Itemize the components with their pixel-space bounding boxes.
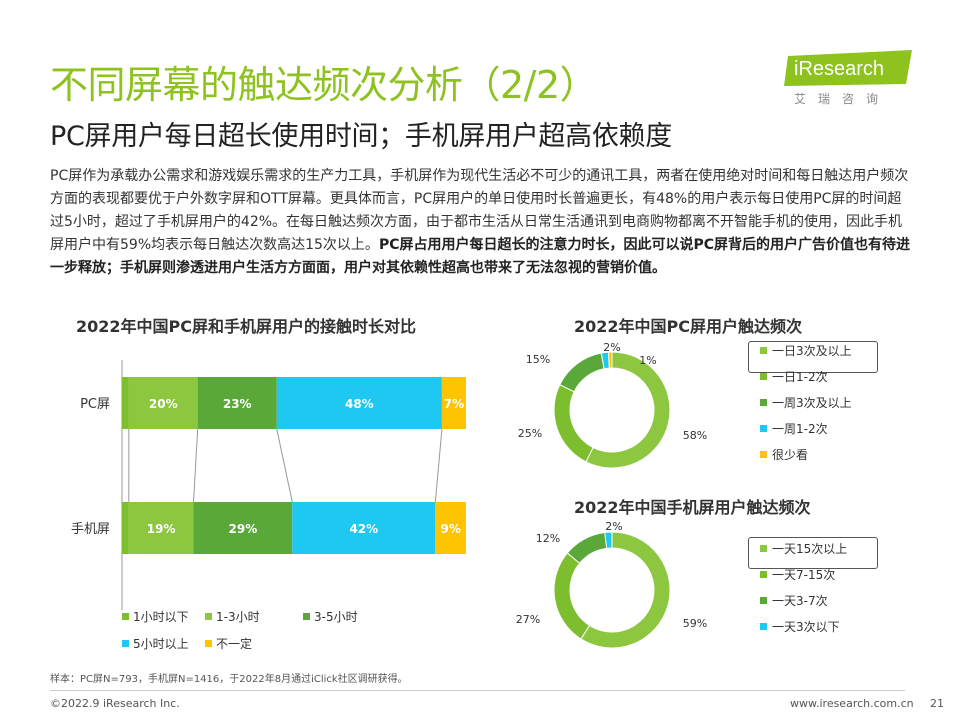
bar-connector-line <box>276 428 293 503</box>
donut-legend-label: 一天3次以下 <box>772 620 840 634</box>
bar-legend-label: 不一定 <box>216 636 252 651</box>
donut-data-label: 1% <box>639 354 656 367</box>
pc-donut-title: 2022年中国PC屏用户触达频次 <box>574 317 803 336</box>
page-subtitle: PC屏用户每日超长使用时间；手机屏用户超高依赖度 <box>50 121 672 152</box>
donut-slice <box>607 351 613 369</box>
bar-connector-line <box>193 428 199 503</box>
bar-legend-swatch <box>122 613 129 620</box>
bar-data-label: 42% <box>349 522 378 536</box>
mobile-legend-highlight <box>748 537 878 569</box>
donut-legend-swatch <box>760 373 767 380</box>
bar-data-label: 9% <box>440 522 460 536</box>
donut-legend-label: 一天15次以上 <box>772 542 847 556</box>
mobile-donut-chart: 59% 27% 12% 2% <box>516 520 707 649</box>
bar-data-label: 29% <box>229 522 258 536</box>
mobile-donut-title: 2022年中国手机屏用户触达频次 <box>574 498 811 517</box>
sample-note: 样本：PC屏N=793，手机屏N=1416，于2022年8月通过iClick社区… <box>50 674 408 685</box>
body-paragraph: PC屏作为承载办公需求和游戏娱乐需求的生产力工具，手机屏作为现代生活必不可少的通… <box>50 165 910 280</box>
bar-legend-label: 3-5小时 <box>314 610 358 624</box>
bar-segment <box>441 377 466 429</box>
bar-category-label: 手机屏 <box>71 522 110 537</box>
bar-segment <box>292 502 436 554</box>
body-normal-text: PC屏作为承载办公需求和游戏娱乐需求的生产力工具，手机屏作为现代生活必不可少的通… <box>50 168 909 253</box>
iresearch-logo: iResearch 艾瑞咨询 <box>784 48 916 110</box>
donut-legend-label: 一周1-2次 <box>772 422 828 436</box>
donut-legend-swatch <box>760 347 767 354</box>
donut-slice <box>580 531 671 649</box>
donut-data-label: 2% <box>605 520 622 533</box>
donut-data-label: 59% <box>683 617 707 630</box>
bar-segment <box>128 377 198 429</box>
bar-category-label: PC屏 <box>80 397 110 412</box>
donut-legend-swatch <box>760 451 767 458</box>
bar-segment <box>128 502 194 554</box>
bar-legend-swatch <box>122 640 129 647</box>
bar-connector-line <box>434 428 443 503</box>
donut-data-label: 25% <box>518 427 542 440</box>
donut-legend-label: 一天7-15次 <box>772 568 835 582</box>
logo-brand-text: iResearch <box>794 58 885 80</box>
bar-chart-title: 2022年中国PC屏和手机屏用户的接触时长对比 <box>76 317 417 336</box>
bar-segment <box>122 377 129 429</box>
pc-donut-chart: 58% 25% 15% 2% 1% <box>518 341 707 469</box>
bar-legend-label: 5小时以上 <box>133 637 189 651</box>
donut-legend-swatch <box>760 623 767 630</box>
donut-legend-label: 一日3次及以上 <box>772 344 852 358</box>
bar-segment <box>435 502 466 554</box>
bar-segment <box>122 502 129 554</box>
footer-divider <box>50 690 905 691</box>
page-number: 21 <box>930 697 944 710</box>
donut-slice <box>553 384 594 463</box>
donut-legend-swatch <box>760 425 767 432</box>
donut-legend-label: 一周3次及以上 <box>772 396 852 410</box>
donut-data-label: 2% <box>603 341 620 354</box>
logo-badge-icon <box>784 50 912 86</box>
donut-data-label: 58% <box>683 429 707 442</box>
donut-legend-label: 一天3-7次 <box>772 594 828 608</box>
bar-data-label: 19% <box>147 522 176 536</box>
bar-data-label: 23% <box>223 397 252 411</box>
bar-legend-swatch <box>303 613 310 620</box>
donut-data-label: 12% <box>536 532 560 545</box>
donut-legend-label: 一日1-2次 <box>772 370 828 384</box>
bar-legend-label: 1-3小时 <box>216 610 260 624</box>
bar-segment <box>197 377 277 429</box>
donut-data-label: 27% <box>516 613 540 626</box>
pc-legend-highlight <box>748 341 878 373</box>
bar-data-label: 48% <box>345 397 374 411</box>
donut-slice <box>559 352 605 393</box>
donut-data-label: 15% <box>526 353 550 366</box>
body-bold-text: PC屏占用用户每日超长的注意力时长，因此可以说PC屏背后的用户广告价值也有待进一… <box>50 237 911 276</box>
bar-data-label: 20% <box>149 397 178 411</box>
bar-data-label: 7% <box>444 397 464 411</box>
donut-slice <box>553 552 591 640</box>
donut-slice <box>604 531 613 549</box>
donut-legend-swatch <box>760 545 767 552</box>
bar-segment <box>276 377 442 429</box>
bar-segment <box>193 502 293 554</box>
page-title: 不同屏幕的触达频次分析（2/2） <box>50 63 598 107</box>
donut-legend-swatch <box>760 597 767 604</box>
bar-legend-swatch <box>205 640 212 647</box>
logo-cn-text: 艾瑞咨询 <box>794 92 891 106</box>
donut-legend-swatch <box>760 571 767 578</box>
stacked-bar-chart: PC屏 20% 23% 48% 7% 手机屏 19% 29% 42% 9% 1小时以下 1-3小时 3-… <box>71 360 466 651</box>
bar-legend-label: 1小时以下 <box>133 610 189 624</box>
copyright: ©2022.9 iResearch Inc. <box>50 697 180 710</box>
donut-legend-swatch <box>760 399 767 406</box>
website-url: www.iresearch.com.cn <box>790 697 914 710</box>
bar-legend-swatch <box>205 613 212 620</box>
donut-legend-label: 很少看 <box>772 448 808 462</box>
